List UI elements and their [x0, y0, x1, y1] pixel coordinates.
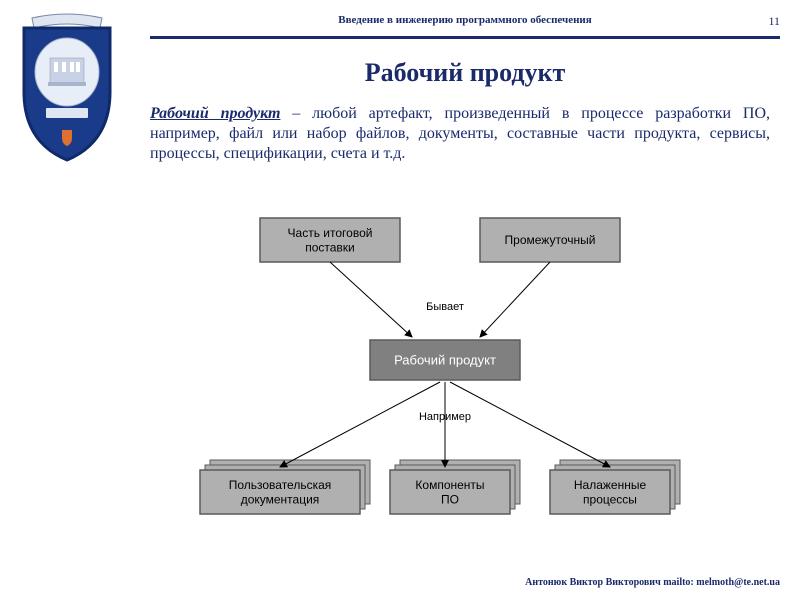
- svg-text:Промежуточный: Промежуточный: [505, 233, 596, 247]
- header-rule: [150, 36, 780, 39]
- header-title: Введение в инженерию программного обеспе…: [150, 14, 780, 26]
- svg-text:Пользовательскаядокументация: Пользовательскаядокументация: [229, 478, 332, 506]
- svg-text:Например: Например: [419, 411, 471, 423]
- work-product-diagram: Часть итоговойпоставкиПромежуточныйПольз…: [150, 210, 750, 540]
- slide: Введение в инженерию программного обеспе…: [0, 0, 800, 600]
- university-logo: [12, 12, 122, 162]
- svg-text:Налаженныепроцессы: Налаженныепроцессы: [574, 478, 647, 506]
- page-number: 11: [768, 14, 780, 29]
- slide-footer: Антонюк Виктор Викторович mailto: melmot…: [525, 577, 780, 588]
- svg-text:Бывает: Бывает: [426, 301, 464, 313]
- defined-term: Рабочий продукт: [150, 105, 280, 122]
- definition-paragraph: Рабочий продукт – любой артефакт, произв…: [150, 104, 770, 164]
- svg-text:Рабочий продукт: Рабочий продукт: [394, 353, 496, 368]
- slide-title: Рабочий продукт: [150, 58, 780, 88]
